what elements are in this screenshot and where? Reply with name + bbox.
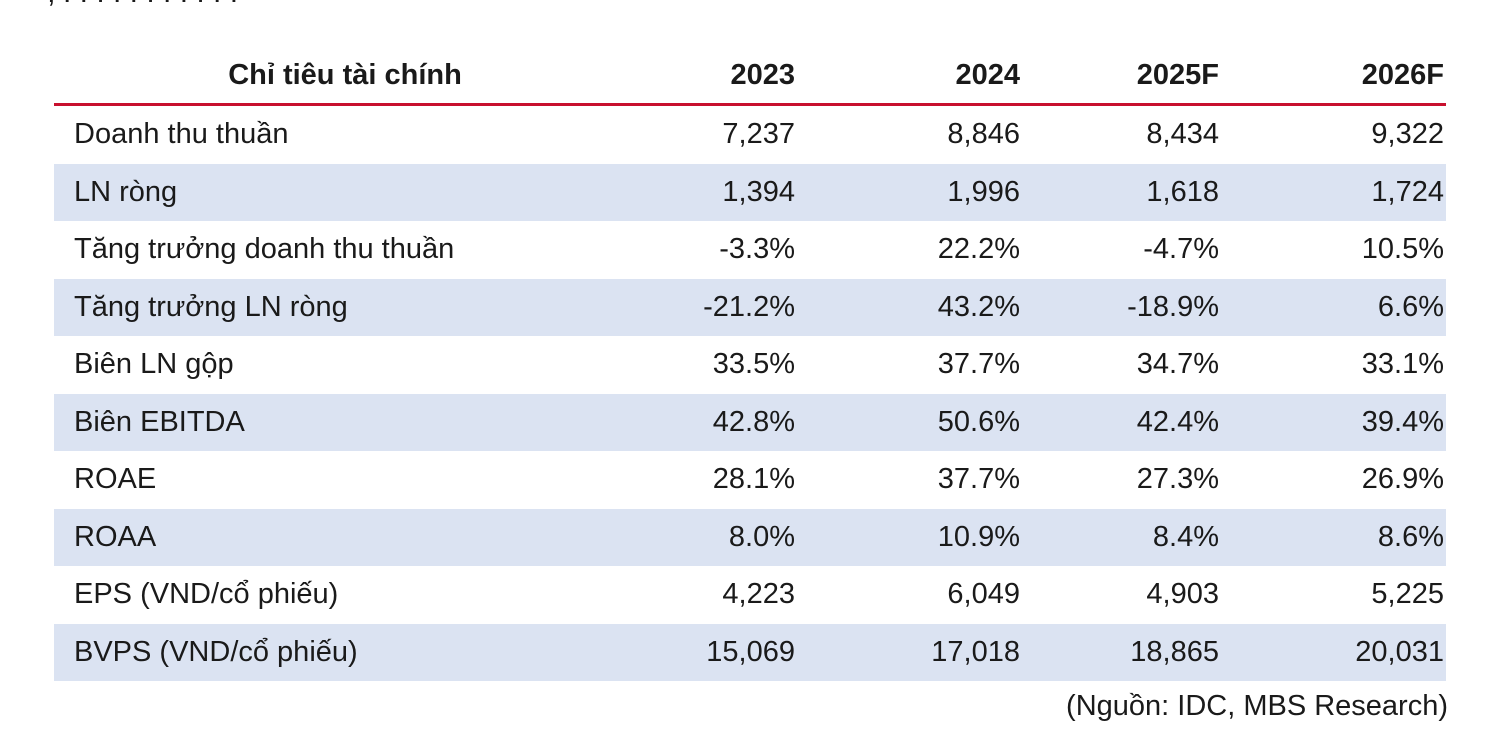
cell-value: 1,996 [797,163,1022,221]
cell-value: 37.7% [937,348,1020,381]
cell-value: 1,618 [1022,163,1221,221]
table-row: BVPS (VND/cổ phiếu) 15,069 17,018 18,865… [54,623,1446,681]
cell-value: 8,846 [947,118,1020,151]
table-row: ROAA 8.0% 10.9% 8.4% 8.6% [54,508,1446,566]
cell-value: 17,018 [797,623,1022,681]
row-label: LN ròng [54,163,636,221]
cell-value: 10.9% [797,508,1022,566]
cell-value: 6.6% [1221,278,1446,336]
table-header: Chỉ tiêu tài chính 2023 2024 2025F 2026F [54,47,1446,106]
table-row: Biên EBITDA 42.8% 50.6% 42.4% 39.4% [54,393,1446,451]
header-year-2026f: 2026F [1221,47,1446,106]
cell-value: 8.4% [1022,508,1221,566]
financial-indicators-table: Chỉ tiêu tài chính 2023 2024 2025F 2026F… [54,47,1446,681]
cell-value: 33.5% [712,348,795,381]
cell-value: 33.1% [1361,348,1444,381]
cell-value: 34.7% [1136,348,1219,381]
cell-value: 42.8% [636,393,797,451]
cell-value: 5,225 [1371,578,1444,611]
table-row: LN ròng 1,394 1,996 1,618 1,724 [54,163,1446,221]
cell-value: 1,724 [1221,163,1446,221]
cell-value: 4,903 [1146,578,1219,611]
cell-value: 9,322 [1371,118,1444,151]
cell-value: 22.2% [937,233,1020,266]
cell-value: 27.3% [1136,463,1219,496]
cell-value: 37.7% [937,463,1020,496]
table-row: Doanh thu thuần 7,237 8,846 8,434 9,322 [54,105,1446,164]
cell-value: -21.2% [636,278,797,336]
cell-value: 28.1% [712,463,795,496]
table-row: Tăng trưởng doanh thu thuần -3.3% 22.2% … [54,221,1446,279]
cell-value: 18,865 [1022,623,1221,681]
cell-value: -18.9% [1022,278,1221,336]
cell-value: 8.0% [636,508,797,566]
table-row: Biên LN gộp 33.5% 37.7% 34.7% 33.1% [54,336,1446,394]
header-year-2024: 2024 [797,47,1022,106]
table-row: Tăng trưởng LN ròng -21.2% 43.2% -18.9% … [54,278,1446,336]
source-note: (Nguồn: IDC, MBS Research) [1066,690,1448,722]
row-label: Doanh thu thuần [74,118,289,151]
cell-value: 7,237 [722,118,795,151]
cell-value: 42.4% [1022,393,1221,451]
cell-value: 26.9% [1361,463,1444,496]
cell-value: 20,031 [1221,623,1446,681]
row-label: ROAE [74,463,157,496]
cell-value: 10.5% [1361,233,1444,266]
cell-value: 39.4% [1221,393,1446,451]
table-body: Doanh thu thuần 7,237 8,846 8,434 9,322 … [54,105,1446,681]
row-label: Tăng trưởng doanh thu thuần [74,233,455,266]
cell-value: 4,223 [722,578,795,611]
header-indicator: Chỉ tiêu tài chính [54,47,636,106]
row-label: EPS (VND/cổ phiếu) [74,578,339,611]
table-row: ROAE 28.1% 37.7% 27.3% 26.9% [54,451,1446,509]
header-row: Chỉ tiêu tài chính 2023 2024 2025F 2026F [54,47,1446,106]
row-label: Tăng trưởng LN ròng [54,278,636,336]
cell-value: 6,049 [947,578,1020,611]
table-row: EPS (VND/cổ phiếu) 4,223 6,049 4,903 5,2… [54,566,1446,624]
cell-value: 50.6% [797,393,1022,451]
row-label: ROAA [54,508,636,566]
header-year-2025f: 2025F [1022,47,1221,106]
cell-value: -4.7% [1143,233,1219,266]
row-label: Biên LN gộp [74,348,234,381]
cell-value: 43.2% [797,278,1022,336]
cell-value: 8.6% [1221,508,1446,566]
cell-value: 15,069 [636,623,797,681]
row-label: Biên EBITDA [54,393,636,451]
cell-value: -3.3% [719,233,795,266]
clipped-text-above: ‚ . . . . . . . . . . . [0,0,1500,8]
header-year-2023: 2023 [636,47,797,106]
cell-value: 1,394 [636,163,797,221]
row-label: BVPS (VND/cổ phiếu) [54,623,636,681]
cell-value: 8,434 [1146,118,1219,151]
